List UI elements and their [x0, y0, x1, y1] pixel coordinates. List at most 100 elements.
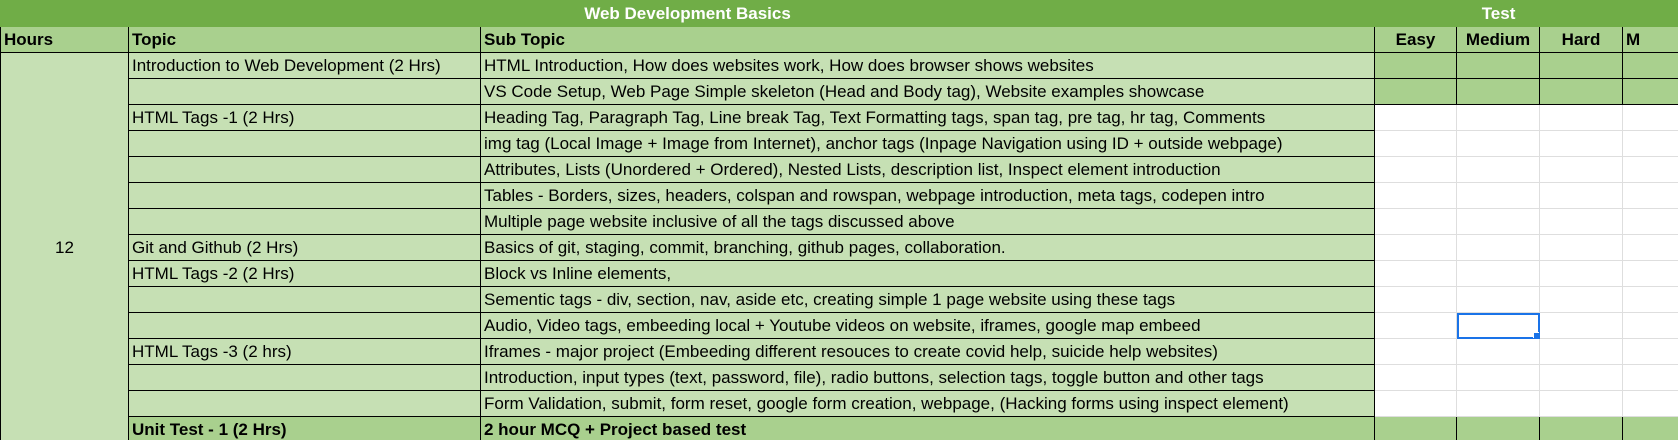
hard-cell[interactable]: [1539, 130, 1624, 157]
subtopic-cell[interactable]: Form Validation, submit, form reset, goo…: [479, 390, 1376, 417]
subtopic-cell[interactable]: Tables - Borders, sizes, headers, colspa…: [479, 182, 1376, 209]
header-easy[interactable]: Easy: [1374, 26, 1458, 53]
topic-cell[interactable]: Git and Github (2 Hrs): [128, 234, 481, 261]
hard-cell[interactable]: [1539, 104, 1624, 131]
subtopic-cell[interactable]: Heading Tag, Paragraph Tag, Line break T…: [479, 104, 1376, 131]
hard-cell[interactable]: [1539, 234, 1624, 261]
medium-cell[interactable]: [1456, 364, 1541, 391]
subtopic-cell[interactable]: img tag (Local Image + Image from Intern…: [479, 130, 1376, 157]
extra-cell[interactable]: [1622, 312, 1678, 339]
medium-cell[interactable]: [1456, 260, 1541, 287]
easy-cell[interactable]: [1374, 130, 1458, 157]
extra-cell[interactable]: [1622, 416, 1678, 440]
subtopic-cell[interactable]: 2 hour MCQ + Project based test: [479, 416, 1376, 440]
easy-cell[interactable]: [1374, 156, 1458, 183]
medium-cell[interactable]: [1456, 182, 1541, 209]
easy-cell[interactable]: [1374, 286, 1458, 313]
easy-cell[interactable]: [1374, 104, 1458, 131]
extra-cell[interactable]: [1622, 364, 1678, 391]
extra-cell[interactable]: [1622, 52, 1678, 79]
topic-cell[interactable]: HTML Tags -1 (2 Hrs): [128, 104, 481, 131]
extra-cell[interactable]: [1622, 130, 1678, 157]
easy-cell[interactable]: [1374, 234, 1458, 261]
medium-cell[interactable]: [1456, 156, 1541, 183]
subtopic-cell[interactable]: Multiple page website inclusive of all t…: [479, 208, 1376, 235]
header-extra[interactable]: M: [1622, 26, 1678, 53]
medium-cell[interactable]: [1456, 390, 1541, 417]
header-hard[interactable]: Hard: [1539, 26, 1624, 53]
header-medium[interactable]: Medium: [1456, 26, 1541, 53]
band-overflow-cell[interactable]: [1622, 0, 1678, 27]
topic-cell[interactable]: HTML Tags -3 (2 hrs): [128, 338, 481, 365]
selected-cell[interactable]: [1456, 312, 1541, 339]
extra-cell[interactable]: [1622, 182, 1678, 209]
hard-cell[interactable]: [1539, 260, 1624, 287]
topic-cell[interactable]: [128, 78, 481, 105]
easy-cell[interactable]: [1374, 260, 1458, 287]
header-hours[interactable]: Hours: [0, 26, 129, 53]
header-topic[interactable]: Topic: [128, 26, 481, 53]
medium-cell[interactable]: [1456, 286, 1541, 313]
medium-cell[interactable]: [1456, 52, 1541, 79]
extra-cell[interactable]: [1622, 260, 1678, 287]
subtopic-cell[interactable]: Attributes, Lists (Unordered + Ordered),…: [479, 156, 1376, 183]
extra-cell[interactable]: [1622, 156, 1678, 183]
easy-cell[interactable]: [1374, 182, 1458, 209]
easy-cell[interactable]: [1374, 364, 1458, 391]
hard-cell[interactable]: [1539, 286, 1624, 313]
topic-cell[interactable]: [128, 130, 481, 157]
test-title[interactable]: Test: [1374, 0, 1624, 27]
hard-cell[interactable]: [1539, 338, 1624, 365]
hard-cell[interactable]: [1539, 390, 1624, 417]
topic-cell[interactable]: Introduction to Web Development (2 Hrs): [128, 52, 481, 79]
subtopic-cell[interactable]: Introduction, input types (text, passwor…: [479, 364, 1376, 391]
topic-cell[interactable]: [128, 286, 481, 313]
medium-cell[interactable]: [1456, 208, 1541, 235]
hard-cell[interactable]: [1539, 312, 1624, 339]
extra-cell[interactable]: [1622, 234, 1678, 261]
extra-cell[interactable]: [1622, 338, 1678, 365]
topic-cell[interactable]: [128, 390, 481, 417]
medium-cell[interactable]: [1456, 234, 1541, 261]
subtopic-cell[interactable]: Block vs Inline elements,: [479, 260, 1376, 287]
hard-cell[interactable]: [1539, 182, 1624, 209]
medium-cell[interactable]: [1456, 338, 1541, 365]
hard-cell[interactable]: [1539, 416, 1624, 440]
hard-cell[interactable]: [1539, 78, 1624, 105]
topic-cell[interactable]: [128, 182, 481, 209]
topic-cell[interactable]: [128, 364, 481, 391]
band-title[interactable]: Web Development Basics: [0, 0, 1376, 27]
subtopic-cell[interactable]: HTML Introduction, How does websites wor…: [479, 52, 1376, 79]
extra-cell[interactable]: [1622, 390, 1678, 417]
hard-cell[interactable]: [1539, 52, 1624, 79]
easy-cell[interactable]: [1374, 78, 1458, 105]
easy-cell[interactable]: [1374, 390, 1458, 417]
subtopic-cell[interactable]: Audio, Video tags, embeeding local + You…: [479, 312, 1376, 339]
hard-cell[interactable]: [1539, 208, 1624, 235]
hours-cell[interactable]: 12: [0, 52, 129, 440]
topic-cell[interactable]: Unit Test - 1 (2 Hrs): [128, 416, 481, 440]
medium-cell[interactable]: [1456, 130, 1541, 157]
extra-cell[interactable]: [1622, 286, 1678, 313]
topic-cell[interactable]: [128, 156, 481, 183]
easy-cell[interactable]: [1374, 52, 1458, 79]
extra-cell[interactable]: [1622, 78, 1678, 105]
subtopic-cell[interactable]: Sementic tags - div, section, nav, aside…: [479, 286, 1376, 313]
easy-cell[interactable]: [1374, 338, 1458, 365]
subtopic-cell[interactable]: Basics of git, staging, commit, branchin…: [479, 234, 1376, 261]
hard-cell[interactable]: [1539, 364, 1624, 391]
extra-cell[interactable]: [1622, 208, 1678, 235]
topic-cell[interactable]: [128, 208, 481, 235]
easy-cell[interactable]: [1374, 416, 1458, 440]
topic-cell[interactable]: [128, 312, 481, 339]
easy-cell[interactable]: [1374, 312, 1458, 339]
easy-cell[interactable]: [1374, 208, 1458, 235]
extra-cell[interactable]: [1622, 104, 1678, 131]
medium-cell[interactable]: [1456, 416, 1541, 440]
topic-cell[interactable]: HTML Tags -2 (2 Hrs): [128, 260, 481, 287]
header-subtopic[interactable]: Sub Topic: [479, 26, 1376, 53]
subtopic-cell[interactable]: Iframes - major project (Embeeding diffe…: [479, 338, 1376, 365]
hard-cell[interactable]: [1539, 156, 1624, 183]
subtopic-cell[interactable]: VS Code Setup, Web Page Simple skeleton …: [479, 78, 1376, 105]
medium-cell[interactable]: [1456, 104, 1541, 131]
